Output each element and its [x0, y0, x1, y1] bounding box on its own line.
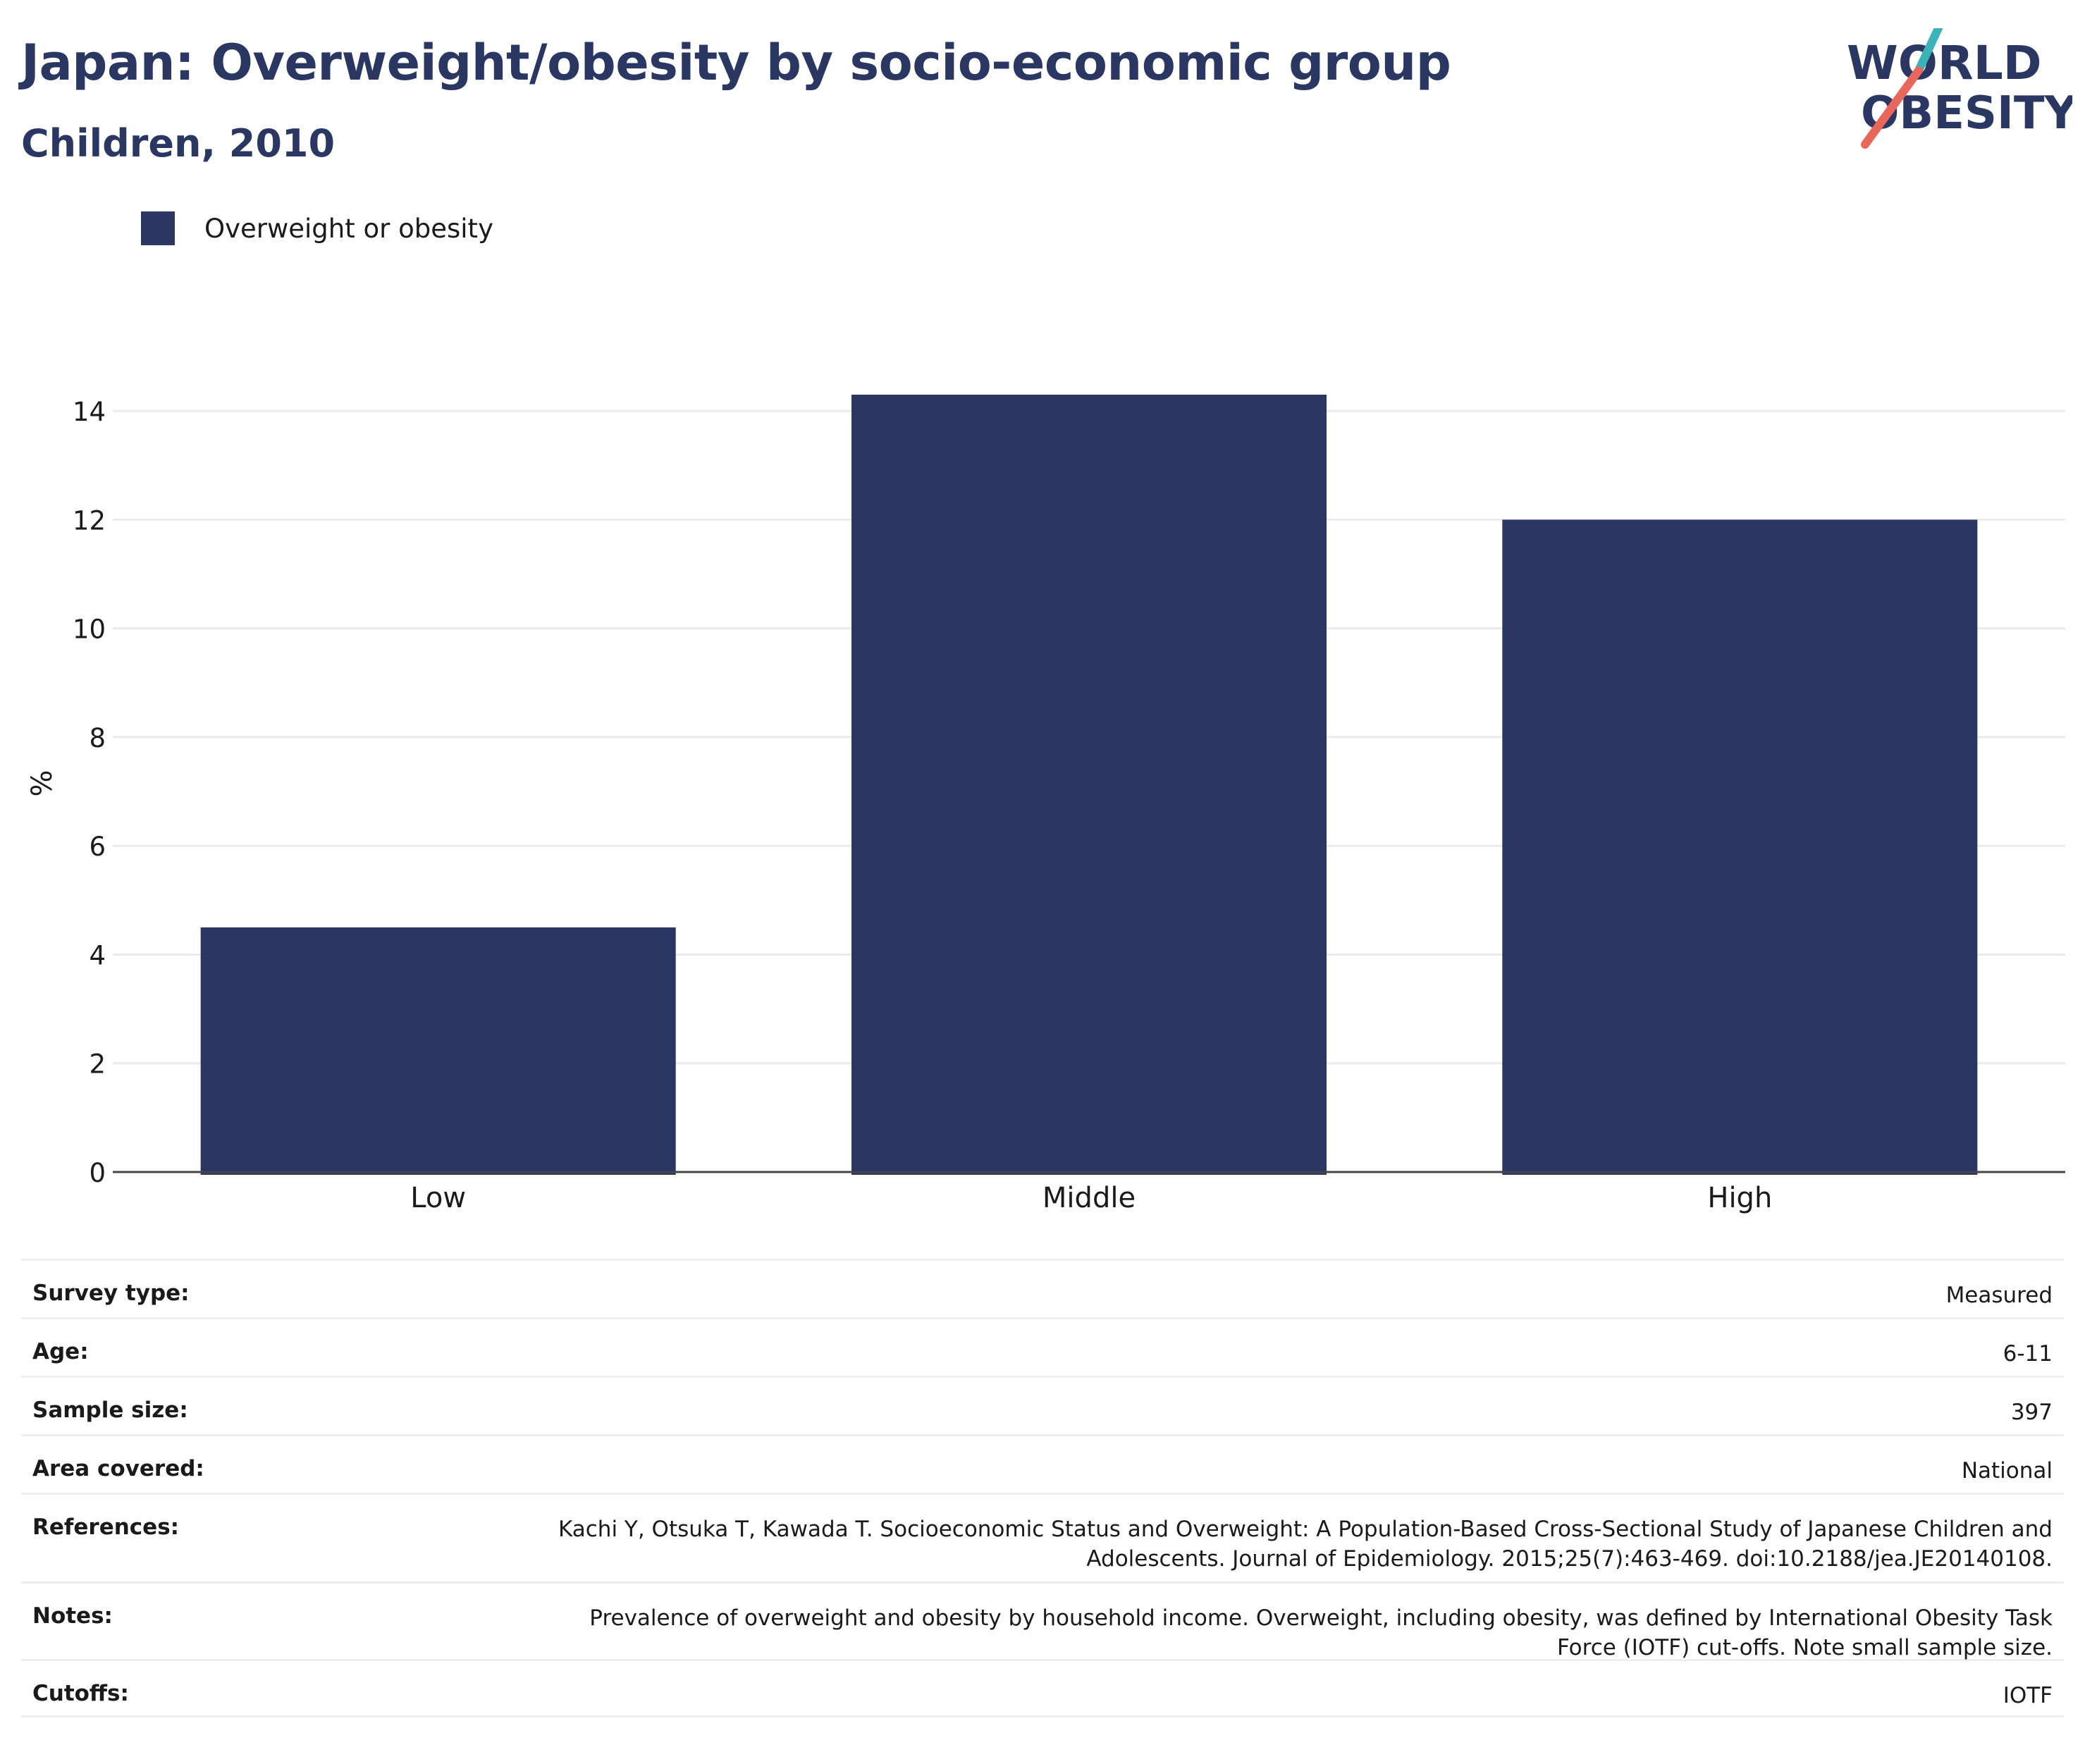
info-row: References: Kachi Y, Otsuka T, Kawada T. … — [21, 1493, 2064, 1581]
logo-text-world: WORLD — [1847, 36, 2042, 90]
info-row: Area covered: National — [21, 1434, 2064, 1493]
y-tick-label: 12 — [73, 505, 106, 536]
info-value: Kachi Y, Otsuka T, Kawada T. Socioeconom… — [558, 1517, 2053, 1572]
info-row: Age: 6-11 — [21, 1317, 2064, 1376]
info-row: Cutoffs: IOTF — [21, 1659, 2064, 1717]
y-tick-label: 8 — [89, 723, 106, 753]
info-row: Notes: Prevalence of overweight and obesi… — [21, 1581, 2064, 1660]
y-tick-label: 2 — [89, 1049, 106, 1080]
y-tick-label: 4 — [89, 940, 106, 970]
legend-swatch — [141, 211, 175, 245]
info-row: Sample size: 397 — [21, 1376, 2064, 1434]
x-tick-label: Middle — [1042, 1182, 1136, 1214]
bar-chart: 0 2 4 6 8 10 12 14% Low Middle High — [26, 395, 2065, 1214]
legend-label: Overweight or obesity — [204, 213, 493, 244]
y-tick-label: 10 — [73, 615, 106, 645]
chart-subtitle: Children, 2010 — [21, 121, 336, 166]
chart-title: Japan: Overweight/obesity by socio-econo… — [21, 34, 1451, 92]
y-tick-label: 6 — [89, 832, 106, 862]
info-value: 6-11 — [2003, 1341, 2053, 1367]
bar-low — [200, 927, 676, 1175]
info-label: Area covered: — [32, 1456, 204, 1481]
info-row: Survey type: Measured — [21, 1259, 2064, 1317]
bar-high — [1502, 519, 1978, 1175]
world-obesity-logo: WORLD OBESITY — [1847, 28, 2072, 149]
x-tick-label: High — [1707, 1182, 1772, 1214]
chart-legend[interactable]: Overweight or obesity — [141, 210, 493, 247]
y-tick-label: 0 — [89, 1158, 106, 1188]
info-label: References: — [32, 1515, 180, 1540]
info-value: Prevalence of overweight and obesity by … — [589, 1605, 2053, 1660]
bar-middle — [851, 395, 1327, 1175]
info-label: Cutoffs: — [32, 1681, 129, 1706]
y-tick-label: 14 — [73, 397, 106, 427]
logo-slash-bottom — [1861, 66, 1923, 149]
info-value: IOTF — [2003, 1683, 2053, 1708]
x-tick-label: Low — [410, 1182, 466, 1214]
info-label: Sample size: — [32, 1398, 188, 1423]
info-label: Survey type: — [32, 1281, 190, 1306]
info-value: Measured — [1945, 1283, 2053, 1308]
survey-info-table: Survey type: Measured Age: 6-11 Sample size:… — [21, 1259, 2064, 1717]
info-value: National — [1961, 1458, 2053, 1484]
info-label: Notes: — [32, 1603, 113, 1629]
logo-slash-top — [1914, 28, 1943, 75]
info-label: Age: — [32, 1339, 89, 1364]
info-value: 397 — [2010, 1400, 2053, 1425]
y-axis-label: % — [26, 770, 59, 796]
